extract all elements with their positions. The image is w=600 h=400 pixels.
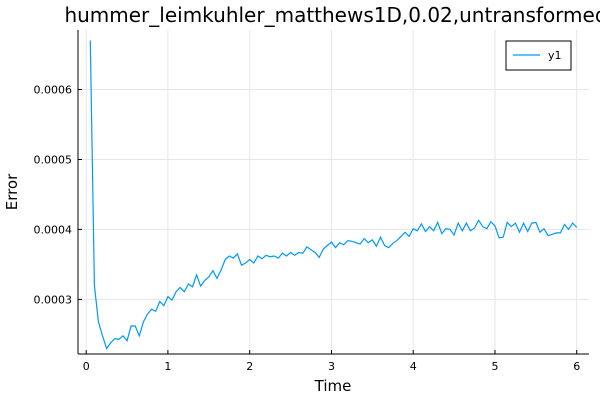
y-tick-label: 0.0003 [34, 293, 73, 306]
legend-label-y1: y1 [548, 49, 562, 62]
chart-title: hummer_leimkuhler_matthews1D,0.02,untran… [64, 3, 600, 27]
y-tick-label: 0.0006 [34, 84, 73, 97]
y-tick-label: 0.0004 [34, 223, 73, 236]
series-line-y1 [89, 40, 578, 350]
x-axis-label: Time [314, 377, 352, 395]
legend: y1 [505, 40, 572, 71]
y-tick-label: 0.0005 [34, 154, 73, 167]
x-tick-label: 2 [246, 360, 253, 373]
x-tick-label: 6 [573, 360, 580, 373]
x-tick-label: 5 [492, 360, 499, 373]
x-tick-label: 0 [83, 360, 90, 373]
series [89, 40, 578, 350]
grid [78, 30, 589, 354]
x-tick-label: 1 [164, 360, 171, 373]
x-tick-label: 3 [328, 360, 335, 373]
x-tick-label: 4 [410, 360, 417, 373]
ticks: 0 1 2 3 4 5 6 0.0003 0.0004 0.0005 0.0006 [34, 84, 581, 374]
axes [77, 30, 589, 355]
y-axis-label: Error [3, 173, 21, 210]
